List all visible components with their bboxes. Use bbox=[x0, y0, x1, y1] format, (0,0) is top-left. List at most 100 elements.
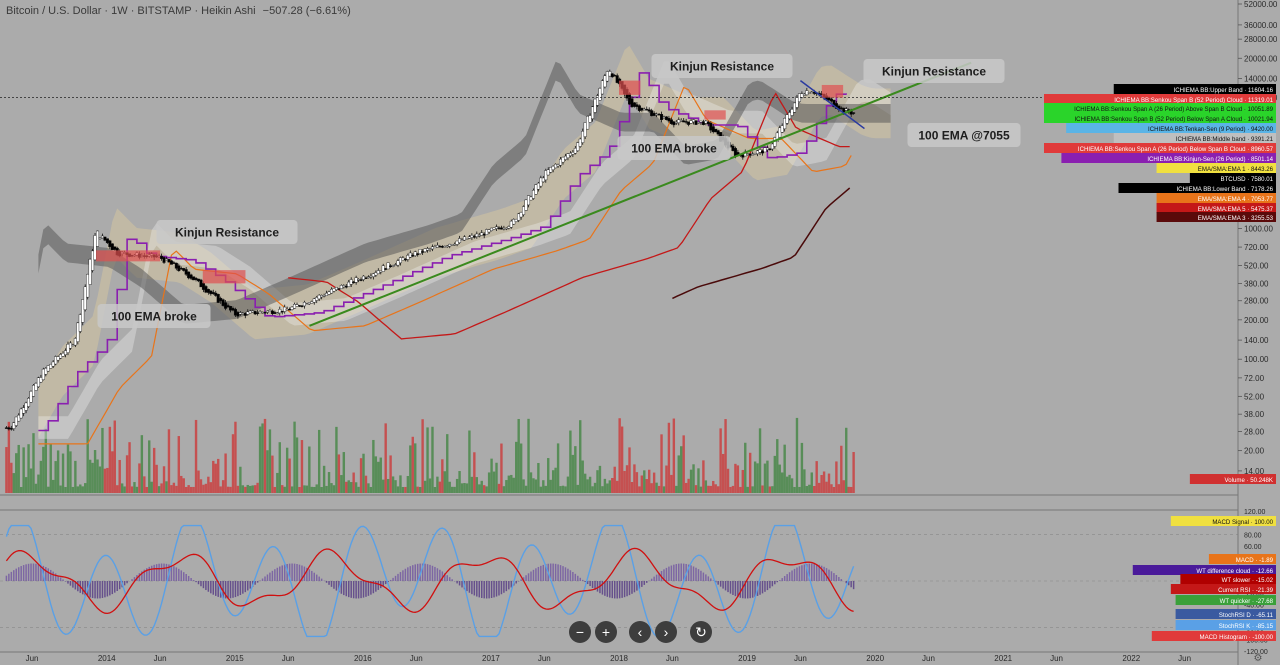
candle bbox=[64, 350, 68, 355]
volume-bar bbox=[529, 472, 533, 493]
candle bbox=[517, 213, 521, 221]
candle bbox=[696, 121, 700, 124]
candle bbox=[330, 289, 334, 294]
candle bbox=[105, 238, 109, 244]
candle bbox=[502, 227, 506, 230]
candle bbox=[487, 229, 491, 233]
volume-bar bbox=[317, 429, 321, 493]
resistance-zone bbox=[96, 250, 161, 262]
volume-bar bbox=[212, 460, 215, 493]
volume-bar bbox=[608, 480, 612, 493]
volume-bar bbox=[352, 472, 355, 493]
scroll-left-button[interactable]: ‹ bbox=[629, 621, 651, 643]
candle bbox=[477, 235, 481, 237]
zoom-out-button[interactable]: − bbox=[569, 621, 591, 643]
candle bbox=[701, 121, 705, 125]
price-pane[interactable]: Kinjun Resistance 100 EMA broke Kinjun Res… bbox=[0, 45, 1238, 493]
osc-series-label: Current RSI · -21.39 bbox=[1170, 584, 1276, 594]
candle bbox=[66, 343, 70, 353]
resistance-zone bbox=[821, 84, 844, 98]
candle bbox=[113, 246, 117, 250]
candle bbox=[800, 93, 804, 98]
candle bbox=[793, 102, 797, 113]
volume-bar bbox=[108, 426, 112, 493]
chart-title: Bitcoin / U.S. Dollar · 1W · BITSTAMP · … bbox=[6, 5, 351, 17]
volume-bar bbox=[510, 474, 513, 493]
price-tick-label: 14000.00 bbox=[1244, 75, 1278, 84]
candle bbox=[322, 295, 326, 297]
candle bbox=[384, 268, 388, 270]
volume-bar bbox=[487, 472, 491, 493]
candle bbox=[568, 152, 572, 156]
volume-bar bbox=[273, 486, 277, 493]
candle bbox=[88, 259, 92, 285]
candle bbox=[56, 356, 60, 361]
volume-bar bbox=[187, 485, 190, 493]
candle bbox=[206, 289, 210, 293]
volume-bar bbox=[842, 480, 845, 493]
candle bbox=[677, 119, 681, 123]
candle bbox=[398, 257, 402, 264]
volume-bar bbox=[49, 443, 52, 493]
candle bbox=[406, 255, 410, 260]
volume-bar bbox=[640, 475, 644, 493]
candle bbox=[807, 92, 811, 94]
volume-bar bbox=[59, 485, 62, 493]
value-label-bg bbox=[1044, 94, 1276, 104]
candle bbox=[103, 236, 107, 241]
reset-button[interactable]: ↻ bbox=[690, 621, 712, 643]
volume-bar bbox=[303, 485, 306, 493]
candle bbox=[403, 258, 407, 261]
candle bbox=[554, 163, 558, 169]
volume-bar bbox=[118, 459, 121, 493]
volume-bar bbox=[446, 434, 449, 493]
volume-bar bbox=[748, 452, 752, 493]
volume-bar bbox=[645, 479, 648, 493]
volume-bar bbox=[305, 485, 309, 493]
volume-bar bbox=[813, 486, 816, 493]
volume-bar bbox=[399, 475, 402, 493]
oscillator-pane[interactable] bbox=[0, 524, 1238, 638]
candle bbox=[603, 75, 607, 88]
volume-bar bbox=[790, 478, 794, 493]
candle bbox=[635, 104, 639, 107]
volume-bar bbox=[98, 466, 102, 493]
volume-bar bbox=[160, 483, 163, 493]
volume-bar bbox=[342, 452, 346, 493]
candle bbox=[288, 309, 292, 311]
candle bbox=[531, 190, 535, 199]
volume-bar bbox=[537, 462, 540, 493]
price-tick-label: 1000.00 bbox=[1244, 224, 1273, 233]
volume-bar bbox=[606, 483, 609, 493]
volume-bar bbox=[473, 452, 476, 493]
volume-bar bbox=[76, 486, 80, 493]
candle bbox=[160, 255, 164, 259]
candle bbox=[731, 145, 735, 151]
candle bbox=[34, 383, 38, 391]
candle bbox=[29, 391, 33, 403]
volume-bar bbox=[138, 463, 141, 493]
volume-bar bbox=[409, 445, 412, 493]
candle bbox=[492, 227, 496, 230]
candle bbox=[699, 120, 703, 123]
osc-series-label: MACD Signal · 100.00 bbox=[1170, 516, 1276, 526]
volume-bar bbox=[635, 472, 639, 493]
volume-bar bbox=[756, 463, 759, 493]
value-label-bg bbox=[1156, 203, 1276, 213]
volume-bar bbox=[672, 418, 676, 493]
gear-icon[interactable]: ⚙ bbox=[1254, 653, 1263, 664]
volume-bar bbox=[354, 482, 358, 493]
scroll-right-button[interactable]: › bbox=[655, 621, 677, 643]
value-label-text: EMA/SMA:EMA 4 · 7053.77 bbox=[1198, 196, 1274, 203]
volume-bar bbox=[416, 486, 419, 493]
candle bbox=[455, 240, 459, 245]
candle bbox=[14, 416, 18, 426]
ema-3-line bbox=[672, 187, 851, 300]
value-label-bg bbox=[1113, 84, 1276, 94]
volume-bar bbox=[771, 486, 774, 493]
zoom-in-button[interactable]: + bbox=[595, 621, 617, 643]
volume-bar bbox=[519, 443, 523, 493]
candle bbox=[595, 95, 599, 106]
volume-bar bbox=[512, 477, 515, 493]
